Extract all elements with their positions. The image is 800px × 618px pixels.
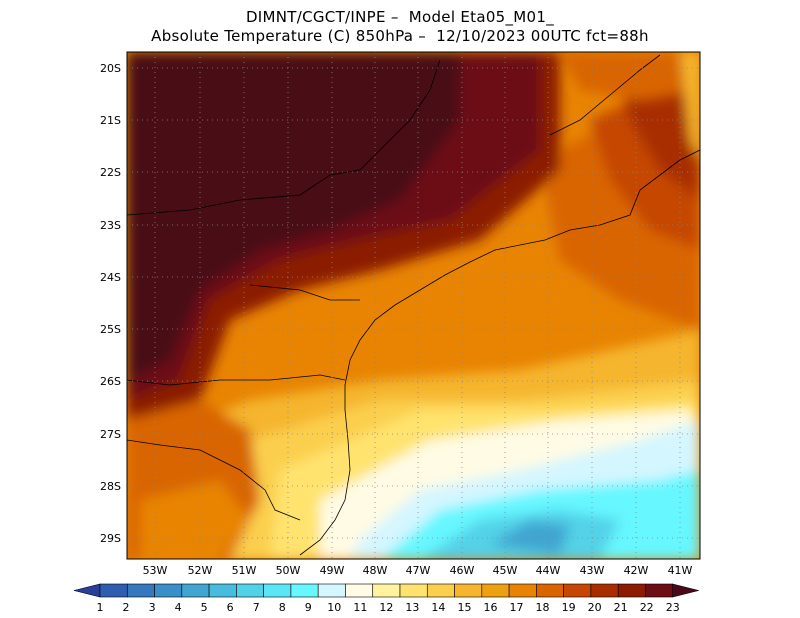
colorbar-label: 14	[431, 601, 445, 614]
colorbar-label: 23	[666, 601, 680, 614]
colorbar-swatch	[563, 583, 592, 598]
colorbar-swatch	[317, 583, 346, 598]
lon-label: 53W	[143, 564, 168, 577]
colorbar-swatch	[290, 583, 319, 598]
colorbar-swatch	[236, 583, 264, 598]
colorbar-swatch	[126, 583, 155, 598]
lon-label: 52W	[188, 564, 213, 577]
colorbar-swatch	[181, 583, 210, 598]
colorbar-swatch	[99, 583, 128, 598]
colorbar-swatch	[454, 583, 483, 598]
colorbar-label: 13	[405, 601, 419, 614]
longitude-axis: 53W 52W 51W 50W 49W 48W 47W 46W 45W 44W …	[143, 564, 693, 577]
colorbar-label: 2	[123, 601, 130, 614]
lon-label: 50W	[276, 564, 301, 577]
lat-label: 27S	[100, 428, 121, 441]
map-frame	[126, 51, 701, 560]
colorbar-label: 8	[279, 601, 286, 614]
colorbar-label: 1	[97, 601, 104, 614]
colorbar-swatch	[208, 583, 237, 598]
lat-label: 20S	[100, 62, 121, 75]
colorbar-swatch	[645, 583, 674, 598]
lat-label: 25S	[100, 323, 121, 336]
colorbar-swatch	[508, 583, 537, 598]
colorbar-swatch	[481, 583, 510, 598]
colorbar-label: 22	[640, 601, 654, 614]
lat-label: 26S	[100, 375, 121, 388]
colorbar-swatch	[399, 583, 428, 598]
lat-label: 22S	[100, 166, 121, 179]
colorbar-label: 3	[149, 601, 156, 614]
colorbar-label: 6	[227, 601, 234, 614]
lon-label: 47W	[406, 564, 431, 577]
colorbar-swatch	[590, 583, 619, 598]
colorbar-label: 19	[562, 601, 576, 614]
colorbar-label: 7	[253, 601, 260, 614]
latitude-axis: 20S 21S 22S 23S 24S 25S 26S 27S 28S 29S	[100, 62, 121, 545]
colorbar-swatch	[536, 583, 564, 598]
colorbar-label: 4	[175, 601, 182, 614]
colorbar-swatch	[154, 583, 183, 598]
colorbar-label: 21	[614, 601, 628, 614]
colorbar-label: 11	[353, 601, 367, 614]
temperature-field	[127, 52, 700, 559]
colorbar-label: 5	[201, 601, 208, 614]
lon-label: 43W	[580, 564, 605, 577]
map-grid	[127, 52, 700, 559]
colorbar-label: 12	[379, 601, 393, 614]
colorbar-label: 15	[457, 601, 471, 614]
lon-label: 44W	[536, 564, 561, 577]
colorbar-label: 17	[510, 601, 524, 614]
colorbar-swatch	[426, 583, 455, 598]
lat-label: 24S	[100, 271, 121, 284]
colorbar-arrow-low	[73, 583, 101, 598]
color-scale-bar: 1 2 3 4 5 6 7 8 9 10 11 12 13 14 15 16 17 18 19 20 21 22 23	[73, 583, 699, 614]
coastline-borders	[127, 54, 700, 556]
lon-label: 45W	[493, 564, 518, 577]
colorbar-label: 10	[327, 601, 341, 614]
lon-label: 51W	[232, 564, 257, 577]
lon-label: 48W	[363, 564, 388, 577]
lat-label: 21S	[100, 114, 121, 127]
colorbar-swatch	[345, 583, 374, 598]
colorbar-label: 18	[536, 601, 550, 614]
map-title-line-2: Absolute Temperature (C) 850hPa – 12/10/…	[151, 27, 649, 45]
colorbar-label: 20	[588, 601, 602, 614]
colorbar-label: 9	[305, 601, 312, 614]
lon-label: 46W	[450, 564, 475, 577]
lat-label: 23S	[100, 219, 121, 232]
lon-label: 41W	[668, 564, 693, 577]
colorbar-arrow-high	[672, 583, 699, 598]
lon-label: 49W	[320, 564, 345, 577]
colorbar-swatch	[263, 583, 292, 598]
lat-label: 28S	[100, 480, 121, 493]
colorbar-swatch	[617, 583, 646, 598]
colorbar-swatch	[372, 583, 401, 598]
lat-label: 29S	[100, 532, 121, 545]
colorbar-label: 16	[483, 601, 497, 614]
lon-label: 42W	[624, 564, 649, 577]
map-title-line-1: DIMNT/CGCT/INPE – Model Eta05_M01_	[245, 8, 555, 26]
